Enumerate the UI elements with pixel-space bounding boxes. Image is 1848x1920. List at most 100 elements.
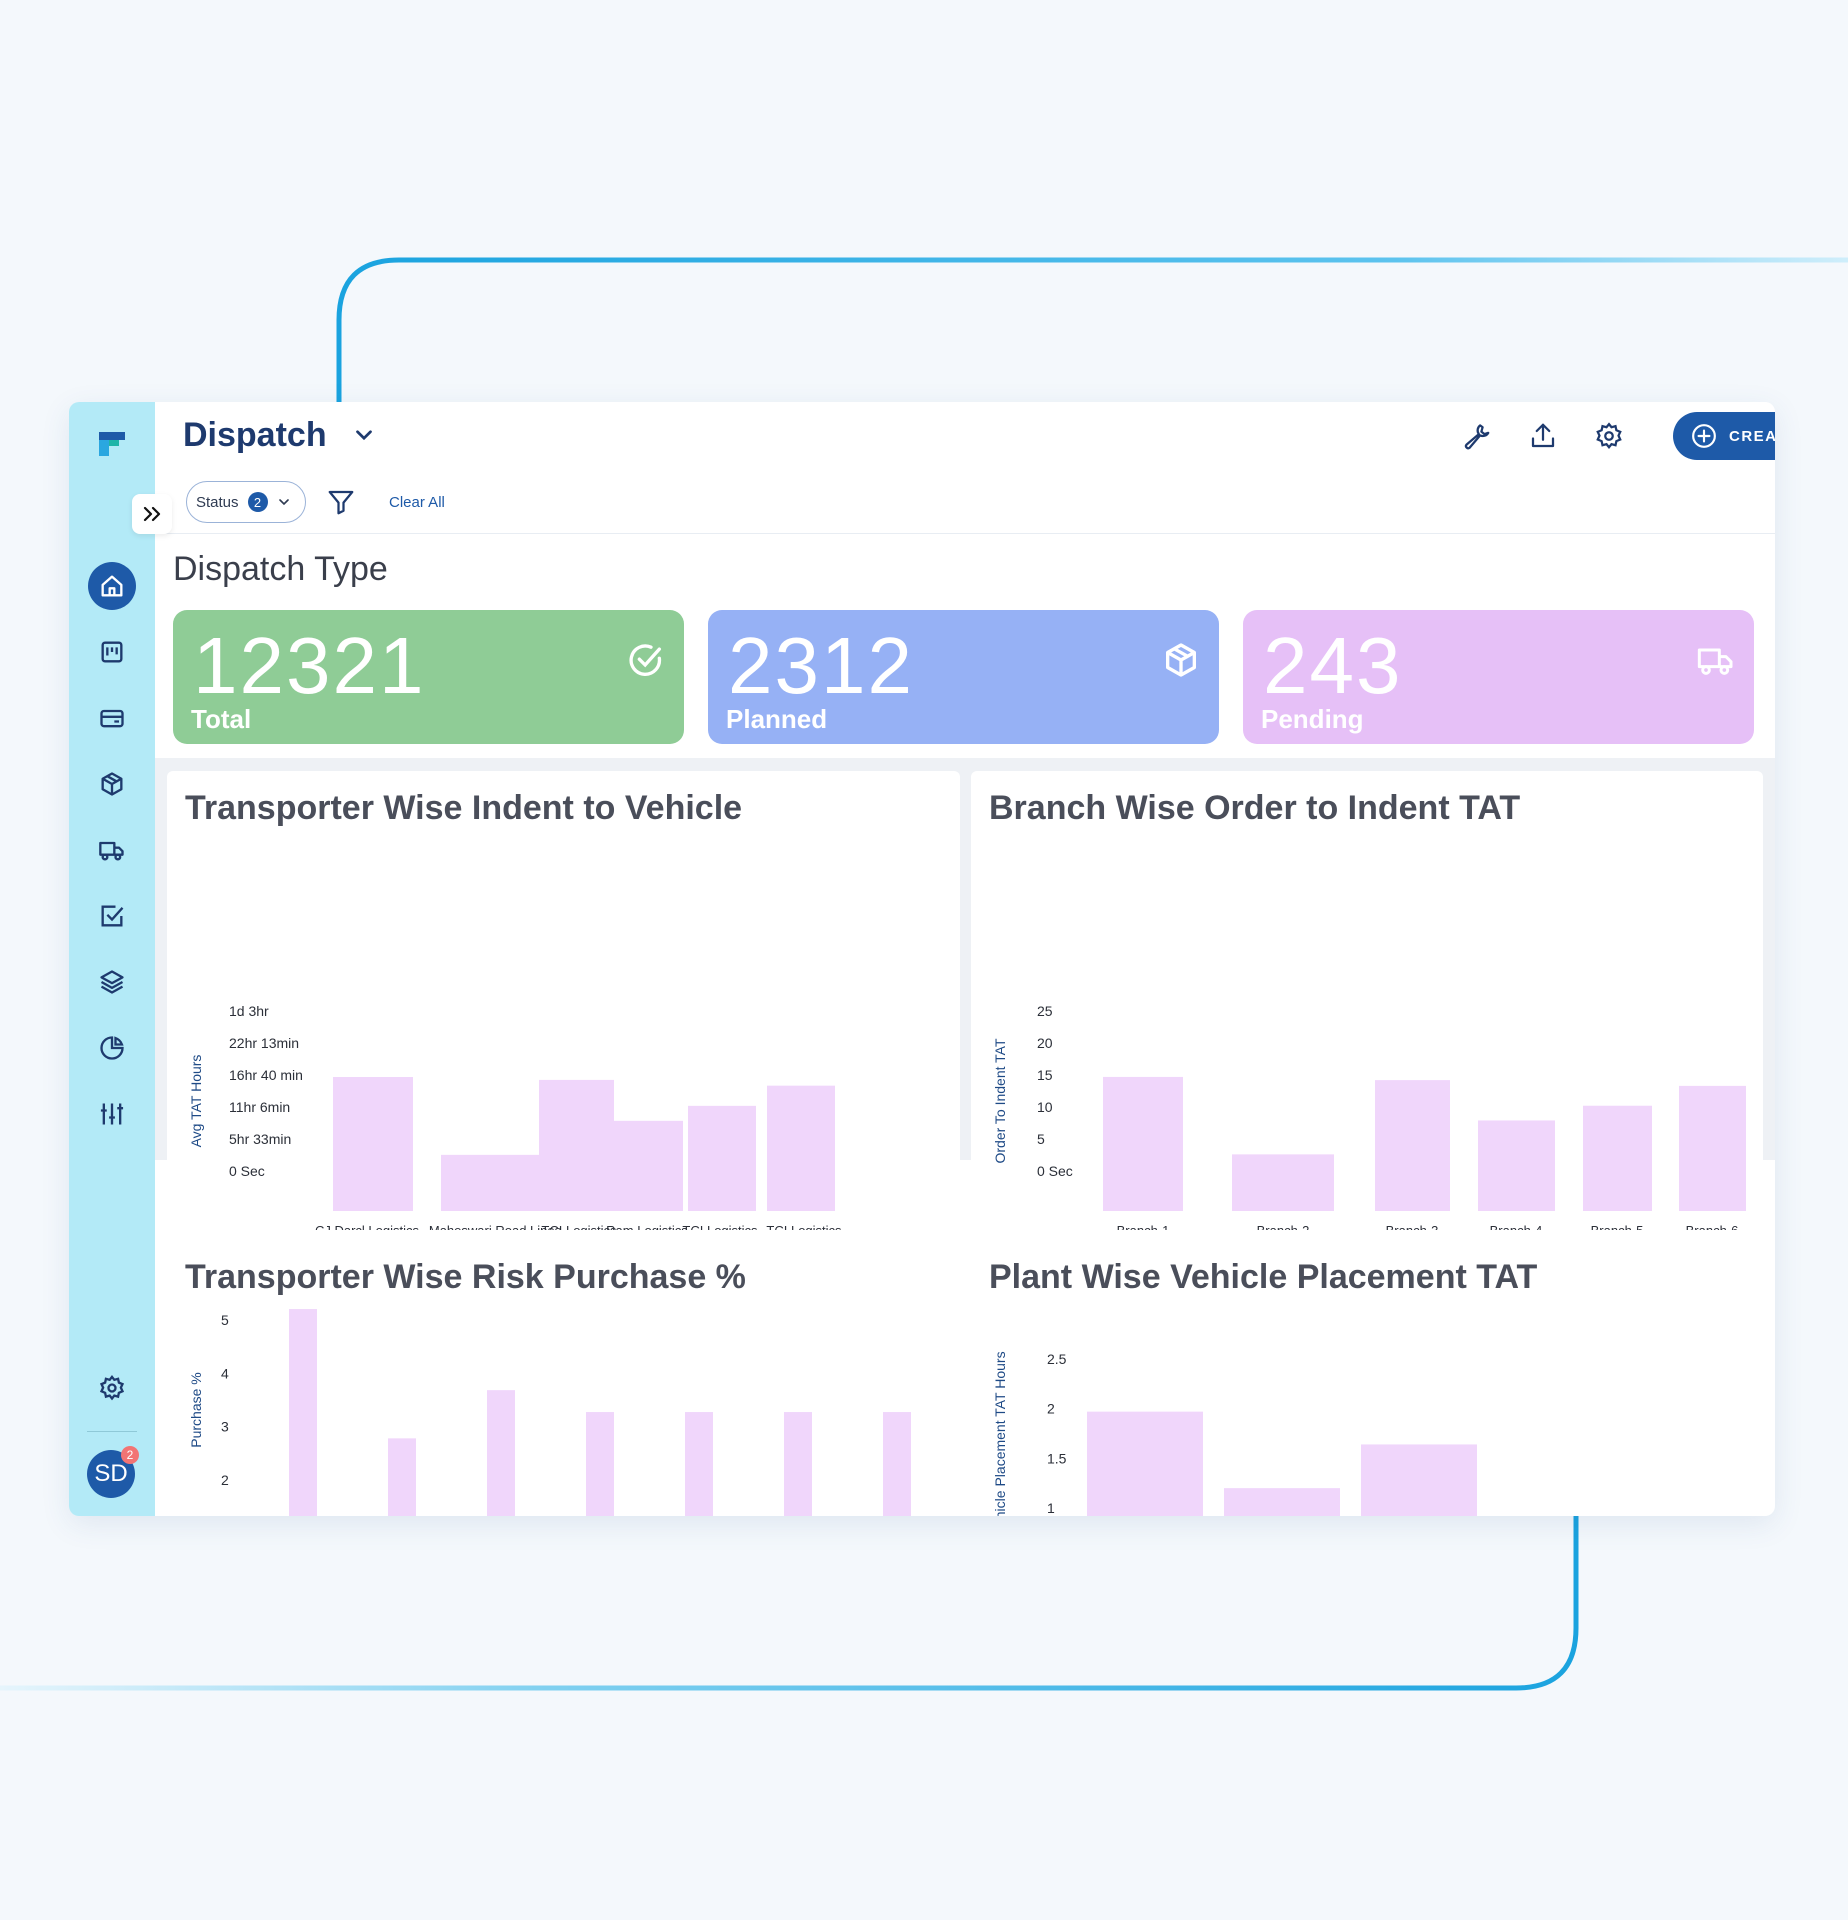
sidebar-item-orders[interactable]	[88, 760, 136, 808]
header: Dispatch CREATE Status 2 Clear All	[155, 402, 1775, 534]
x-category-label: Branch-4	[1490, 1223, 1543, 1230]
x-category-label: CJ Darcl Logistics	[315, 1223, 420, 1230]
bar[interactable]	[605, 1120, 683, 1211]
chart-title: Transporter Wise Risk Purchase %	[185, 1258, 746, 1296]
chart-plot: 0 Sec 5 10 15 20 25 Order To Indent TAT Branch-…	[992, 1003, 1746, 1230]
clear-all-link[interactable]: Clear All	[389, 494, 445, 511]
bar[interactable]	[1679, 1085, 1746, 1211]
sidebar-item-layers[interactable]	[88, 958, 136, 1006]
dispatch-type-panel: Dispatch Type 12321 Total 2312 Planned 2…	[155, 534, 1775, 758]
bar[interactable]	[883, 1412, 911, 1516]
chart-plant-placement-tat: Plant Wise Vehicle Placement TAT 1 1.5 2 2.…	[971, 1240, 1763, 1516]
layers-icon	[100, 970, 124, 994]
status-filter-label: Status	[196, 493, 239, 511]
stat-value: 243	[1263, 621, 1403, 710]
y-tick-label: 0 Sec	[229, 1163, 265, 1179]
page-title: Dispatch	[183, 416, 327, 454]
checkbox-icon	[101, 905, 124, 927]
bar[interactable]	[1087, 1411, 1203, 1516]
x-category-label: TCI Logistics	[541, 1223, 617, 1230]
x-category-label: Branch-2	[1257, 1223, 1310, 1230]
y-axis-title: Avg TAT Hours	[188, 1055, 204, 1148]
create-button-label: CREATE	[1729, 427, 1775, 445]
x-category-label: Branch-5	[1591, 1223, 1644, 1230]
bar[interactable]	[685, 1412, 713, 1516]
bar[interactable]	[1361, 1444, 1477, 1516]
section-title: Dispatch Type	[173, 550, 388, 588]
y-tick-label: 5hr 33min	[229, 1131, 291, 1147]
settings-button[interactable]	[1591, 418, 1627, 454]
x-category-label: TCI Logistics	[766, 1223, 842, 1230]
y-tick-label: 2.5	[1047, 1351, 1067, 1367]
expand-sidebar-button[interactable]	[132, 494, 172, 534]
truck-icon	[1697, 648, 1733, 675]
y-tick-label: 10	[1037, 1099, 1053, 1115]
bar[interactable]	[784, 1412, 812, 1516]
bar[interactable]	[1103, 1076, 1183, 1211]
stat-card-planned[interactable]: 2312 Planned	[708, 610, 1219, 744]
stat-card-pending[interactable]: 243 Pending	[1243, 610, 1754, 744]
kanban-icon	[101, 641, 123, 663]
bar[interactable]	[441, 1154, 543, 1211]
bar[interactable]	[767, 1085, 835, 1211]
pie-chart-icon	[100, 1036, 124, 1060]
bar[interactable]	[688, 1105, 756, 1211]
sidebar-item-controls[interactable]	[88, 1090, 136, 1138]
x-category-label: Branch-1	[1117, 1223, 1170, 1230]
bar[interactable]	[1232, 1154, 1334, 1211]
y-tick-label: 16hr 40 min	[229, 1067, 303, 1083]
sidebar-item-home[interactable]	[88, 562, 136, 610]
bar[interactable]	[333, 1077, 413, 1211]
sidebar-item-reports[interactable]	[88, 1024, 136, 1072]
stat-value: 12321	[193, 621, 426, 710]
sidebar-item-settings[interactable]	[88, 1364, 136, 1412]
bar[interactable]	[388, 1438, 416, 1516]
chevron-down-icon[interactable]	[351, 422, 377, 448]
bar[interactable]	[289, 1309, 317, 1516]
filter-icon[interactable]	[326, 487, 356, 517]
stat-value: 2312	[728, 621, 914, 710]
check-circle-icon	[629, 644, 662, 676]
y-tick-label: 0 Sec	[1037, 1163, 1073, 1179]
bar[interactable]	[539, 1079, 614, 1211]
y-tick-label: 3	[221, 1419, 229, 1435]
chart-title: Transporter Wise Indent to Vehicle	[185, 789, 743, 827]
status-filter[interactable]: Status 2	[186, 481, 306, 523]
box-icon	[1166, 643, 1196, 677]
bar[interactable]	[1583, 1105, 1652, 1211]
x-category-label: Maheswari Road Lines	[429, 1223, 562, 1230]
stat-label: Pending	[1261, 704, 1364, 734]
truck-icon	[99, 841, 124, 861]
chart-plot: 0 Sec 5hr 33min 11hr 6min 16hr 40 min 22hr 1…	[188, 1003, 842, 1230]
upload-button[interactable]	[1525, 418, 1561, 454]
sidebar-item-tasks[interactable]	[88, 892, 136, 940]
sidebar-item-board[interactable]	[88, 628, 136, 676]
chart-transporter-indent: Transporter Wise Indent to Vehicle 0 Sec…	[167, 771, 960, 1230]
chart-plot: 2 3 4 5 Purchase %	[188, 1309, 911, 1516]
bar[interactable]	[1478, 1120, 1555, 1211]
sidebar-divider	[87, 1431, 137, 1432]
y-tick-label: 5	[1037, 1131, 1045, 1147]
y-tick-label: 2	[1047, 1401, 1055, 1417]
sidebar-item-payments[interactable]	[88, 694, 136, 742]
stat-card-total[interactable]: 12321 Total	[173, 610, 684, 744]
bar[interactable]	[1375, 1080, 1450, 1211]
stat-label: Total	[191, 704, 252, 734]
chart-plot: 1 1.5 2 2.5 Vehicle Placement TAT Hours	[992, 1351, 1477, 1516]
gear-icon	[99, 1375, 125, 1401]
y-axis-title: Purchase %	[188, 1372, 204, 1447]
chart-risk-purchase: Transporter Wise Risk Purchase % 2 3 4 5 Pur…	[167, 1240, 960, 1516]
card-icon	[100, 709, 124, 728]
tools-button[interactable]	[1459, 418, 1495, 454]
sidebar-item-dispatch[interactable]	[88, 826, 136, 874]
chevron-down-icon	[278, 499, 289, 506]
chart-title: Branch Wise Order to Indent TAT	[989, 789, 1521, 827]
bar[interactable]	[1224, 1488, 1340, 1516]
notification-badge: 2	[121, 1446, 139, 1464]
bar[interactable]	[487, 1390, 515, 1516]
create-button[interactable]: CREATE	[1673, 412, 1775, 460]
y-tick-label: 1	[1047, 1500, 1055, 1516]
bar[interactable]	[586, 1412, 614, 1516]
home-icon	[101, 575, 123, 597]
brand-logo	[99, 432, 125, 456]
